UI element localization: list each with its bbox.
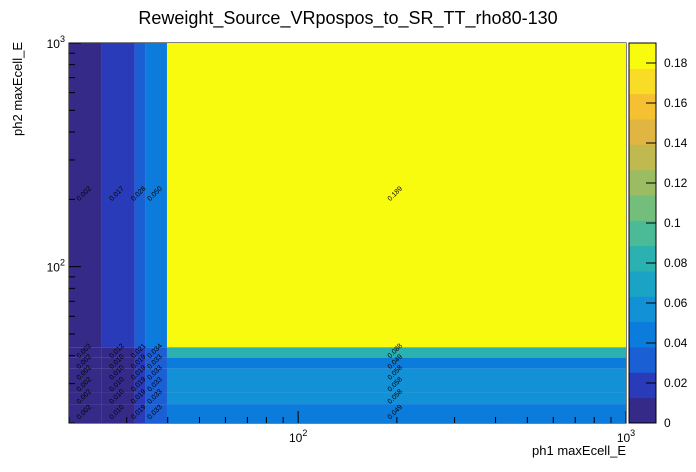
heatmap-cell <box>69 357 102 369</box>
color-scale-tick-label: 0.12 <box>664 176 688 190</box>
heatmap-cell <box>166 357 626 369</box>
heatmap-cell <box>69 392 102 405</box>
x-tick-label-exponent: 3 <box>630 428 635 438</box>
y-tick-label-base: 10 <box>47 37 61 51</box>
color-scale-tick-label: 0.08 <box>664 256 688 270</box>
color-scale-segment <box>629 220 656 247</box>
color-scale-segment <box>629 372 656 399</box>
heatmap-cell <box>101 392 135 405</box>
heatmap-cell <box>101 357 135 369</box>
color-scale-tick-label: 0.02 <box>664 376 688 390</box>
color-scale-segment <box>629 296 656 323</box>
heatmap-cell <box>69 347 102 358</box>
color-scale-segment <box>629 195 656 221</box>
color-scale-segment <box>629 93 656 120</box>
heatmap-cell <box>166 392 626 405</box>
color-scale-segment <box>629 347 656 373</box>
color-scale-segment <box>629 43 656 69</box>
heatmap-cell <box>166 368 626 380</box>
heatmap-cell <box>134 43 146 348</box>
y-axis-label: ph2 maxEcell_E <box>10 42 25 136</box>
heatmap-cell <box>145 379 167 393</box>
color-scale-segment <box>629 68 656 95</box>
heatmap-cell <box>145 347 167 358</box>
color-scale-tick-label: 0.04 <box>664 336 688 350</box>
chart-title: Reweight_Source_VRpospos_to_SR_TT_rho80-… <box>138 8 557 29</box>
color-scale-segment <box>629 397 656 424</box>
heatmap-cell <box>166 379 626 393</box>
heatmap-cell <box>145 392 167 405</box>
y-tick-label-exponent: 3 <box>60 34 65 44</box>
heatmap-cell <box>134 368 146 380</box>
heatmap-cell <box>166 404 626 423</box>
heatmap-cell <box>166 347 626 358</box>
heatmap-cell <box>145 357 167 369</box>
heatmap-cell <box>145 368 167 380</box>
y-tick-label: 102 <box>47 258 65 275</box>
heatmap-cell <box>101 43 135 348</box>
color-scale-segment <box>629 144 656 171</box>
x-axis-label: ph1 maxEcell_E <box>532 443 626 458</box>
heatmap-cell <box>166 43 626 348</box>
heatmap-cell <box>134 379 146 393</box>
heatmap-cells <box>69 43 626 423</box>
color-scale-frame <box>628 42 657 424</box>
heatmap-cell <box>134 347 146 358</box>
heatmap-cell <box>69 368 102 380</box>
color-scale-tick-label: 0 <box>664 416 671 430</box>
heatmap-cell <box>134 392 146 405</box>
color-scale-tick-label: 0.06 <box>664 296 688 310</box>
x-tick-label-exponent: 2 <box>302 428 307 438</box>
x-tick-label-base: 10 <box>289 431 303 445</box>
x-tick-label: 102 <box>289 428 307 445</box>
heatmap-cell <box>101 347 135 358</box>
heatmap-cell <box>69 379 102 393</box>
color-scale-tick-label: 0.14 <box>664 136 688 150</box>
heatmap-cell <box>101 368 135 380</box>
heatmap-cell <box>134 404 146 423</box>
x-tick-label-base: 10 <box>617 431 631 445</box>
heatmap-cell <box>69 43 102 348</box>
color-scale-tick-label: 0.18 <box>664 56 688 70</box>
y-tick-label-base: 10 <box>47 261 61 275</box>
y-tick-label-exponent: 2 <box>60 258 65 268</box>
color-scale-tick-label: 0.1 <box>664 216 681 230</box>
heatmap-cell <box>69 404 102 423</box>
color-scale-bar: 0 0.02 0.04 0.06 0.08 0.1 0.12 0.14 0.16 0.18 <box>628 42 688 430</box>
color-scale-segment <box>629 119 656 145</box>
heatmap-cell <box>145 404 167 423</box>
heatmap-cell <box>145 43 167 348</box>
x-tick-label: 103 <box>617 428 635 445</box>
color-scale-segment <box>629 271 656 297</box>
color-scale-segment <box>629 321 656 348</box>
heatmap-cell <box>134 357 146 369</box>
y-tick-label: 103 <box>47 34 65 51</box>
color-scale-segment <box>629 245 656 272</box>
heatmap-cell <box>101 379 135 393</box>
color-scale-tick-label: 0.16 <box>664 96 688 110</box>
